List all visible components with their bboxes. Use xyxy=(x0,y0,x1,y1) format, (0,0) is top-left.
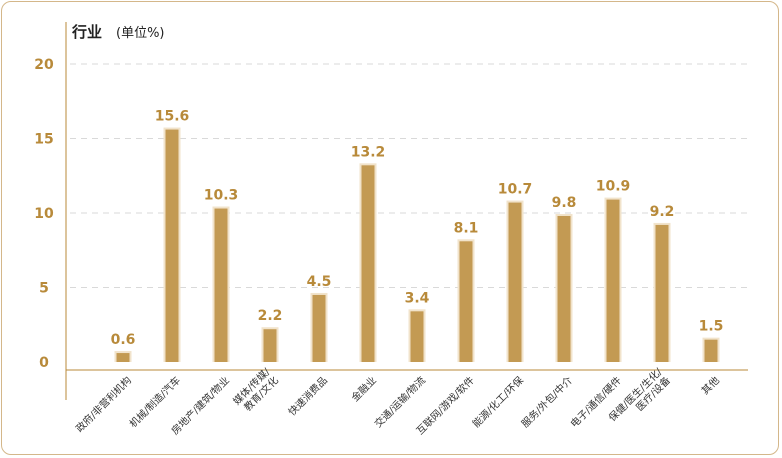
chart-title-text: 行业 xyxy=(71,23,102,41)
bars xyxy=(114,127,720,362)
bar xyxy=(165,129,179,362)
bar xyxy=(606,199,620,362)
x-tick-label: 能源/化工/环保 xyxy=(470,374,526,430)
bar xyxy=(557,215,571,362)
chart-title: 行业 (单位%) xyxy=(71,23,165,41)
y-tick-label: 0 xyxy=(39,355,49,371)
bar xyxy=(410,311,424,362)
chart-unit-text: (单位%) xyxy=(116,26,165,41)
x-tick-label: 交通/运输/物流 xyxy=(372,374,428,430)
value-label: 3.4 xyxy=(405,290,430,306)
bar xyxy=(704,339,718,362)
bar xyxy=(214,208,228,362)
y-tick-label: 10 xyxy=(34,206,54,222)
value-label: 10.7 xyxy=(498,182,533,198)
bar xyxy=(263,329,277,362)
value-label: 15.6 xyxy=(155,109,190,125)
x-tick-label: 快速消费品 xyxy=(285,374,330,419)
y-axis-ticks: 0 5 10 15 20 xyxy=(34,57,54,371)
y-tick-label: 15 xyxy=(34,132,53,148)
x-tick-label-line: 金融业 xyxy=(349,374,379,404)
bar xyxy=(459,241,473,362)
x-tick-label-line: 服务/外包/中介 xyxy=(519,374,575,430)
value-label: 9.8 xyxy=(552,195,577,211)
bar xyxy=(655,224,669,362)
x-tick-label: 机械/制造/汽车 xyxy=(127,374,183,430)
x-tick-label: 金融业 xyxy=(349,374,379,404)
value-label: 13.2 xyxy=(351,144,386,160)
x-tick-label-line: 机械/制造/汽车 xyxy=(127,374,183,430)
y-tick-label: 5 xyxy=(39,281,49,297)
x-tick-label-line: 交通/运输/物流 xyxy=(372,374,428,430)
bar xyxy=(508,202,522,362)
value-label: 2.2 xyxy=(258,308,283,324)
x-tick-label-line: 能源/化工/环保 xyxy=(470,374,526,430)
value-label: 10.3 xyxy=(204,188,239,204)
bar xyxy=(312,294,326,362)
value-label: 4.5 xyxy=(307,274,332,290)
y-tick-label: 20 xyxy=(34,57,54,73)
value-label: 9.2 xyxy=(650,204,675,220)
x-tick-label: 服务/外包/中介 xyxy=(519,374,575,430)
value-labels: 0.6 15.6 10.3 2.2 4.5 13.2 3.4 8.1 10.7 9.8 10.9 9.… xyxy=(111,109,724,349)
bar xyxy=(116,353,130,362)
x-tick-label: 媒体/传媒/教育/文化 xyxy=(231,366,281,414)
x-tick-label-line: 快速消费品 xyxy=(285,374,330,419)
bar xyxy=(361,165,375,362)
x-tick-label: 其他 xyxy=(699,374,722,397)
value-label: 10.9 xyxy=(596,179,631,195)
x-tick-label-line: 其他 xyxy=(699,374,722,397)
x-tick-label-line: 政府/非营利机构 xyxy=(73,374,134,435)
value-label: 8.1 xyxy=(454,220,479,236)
value-label: 0.6 xyxy=(111,332,136,348)
value-label: 1.5 xyxy=(699,319,724,335)
gridlines xyxy=(70,63,748,288)
x-tick-label: 政府/非营利机构 xyxy=(73,374,134,435)
